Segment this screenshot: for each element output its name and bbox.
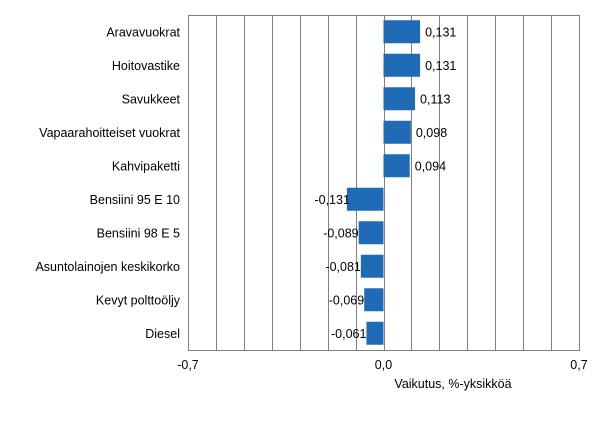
gridlines <box>188 15 580 350</box>
bar-0 <box>383 20 421 44</box>
category-label-4: Kahvipaketti <box>112 159 180 173</box>
x-tick-label-0: -0,7 <box>177 358 199 372</box>
category-label-2: Savukkeet <box>122 92 181 106</box>
value-label-6: -0,089 <box>323 226 358 240</box>
x-tick-label-2: 0,7 <box>570 358 587 372</box>
category-label-3: Vapaarahoitteiset vuokrat <box>39 126 180 140</box>
bars <box>346 20 421 345</box>
value-label-8: -0,069 <box>329 293 364 307</box>
category-label-7: Asuntolainojen keskikorko <box>35 260 180 274</box>
value-label-2: 0,113 <box>420 92 450 106</box>
bar-9 <box>366 321 384 345</box>
bar-6 <box>358 221 384 245</box>
category-label-8: Kevyt polttoöljy <box>96 293 181 307</box>
x-tick-labels: -0,7 0,0 0,7 <box>177 358 588 372</box>
category-label-5: Bensiini 95 E 10 <box>90 193 180 207</box>
bar-5 <box>346 187 384 211</box>
value-labels: 0,131 0,131 0,113 0,098 0,094 -0,131 -0,089 -0,… <box>314 25 456 341</box>
category-label-0: Aravavuokrat <box>106 25 180 39</box>
value-label-1: 0,131 <box>425 59 456 73</box>
category-label-1: Hoitovastike <box>112 59 180 73</box>
plot-frame <box>188 15 580 351</box>
bar-4 <box>383 154 410 178</box>
category-labels: Aravavuokrat Hoitovastike Savukkeet Vapaara… <box>35 25 180 341</box>
bar-2 <box>383 87 416 111</box>
bar-8 <box>364 288 384 312</box>
plot-border <box>188 15 580 351</box>
value-label-5: -0,131 <box>314 193 349 207</box>
bar-1 <box>383 53 421 77</box>
value-label-0: 0,131 <box>425 25 456 39</box>
bar-7 <box>360 254 384 278</box>
value-label-3: 0,098 <box>416 126 447 140</box>
category-label-9: Diesel <box>145 327 180 341</box>
category-label-6: Bensiini 98 E 5 <box>97 226 180 240</box>
x-tick-label-1: 0,0 <box>375 358 392 372</box>
x-axis-title: Vaikutus, %-yksikköä <box>394 377 511 391</box>
bar-3 <box>383 120 411 144</box>
value-label-4: 0,094 <box>415 159 446 173</box>
value-label-9: -0,061 <box>331 327 366 341</box>
value-label-7: -0,081 <box>325 260 360 274</box>
